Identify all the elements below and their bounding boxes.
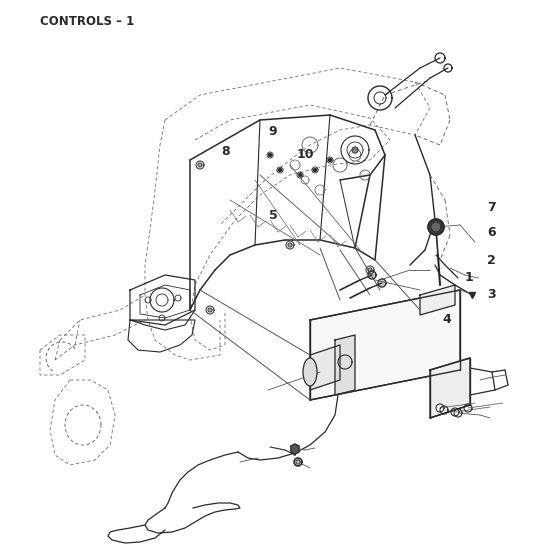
- Text: 1: 1: [465, 270, 474, 284]
- Polygon shape: [431, 222, 441, 232]
- Polygon shape: [294, 458, 302, 466]
- Text: CONTROLS – 1: CONTROLS – 1: [40, 15, 134, 28]
- Text: 4: 4: [442, 312, 451, 326]
- Polygon shape: [420, 285, 455, 315]
- Polygon shape: [464, 404, 472, 412]
- Polygon shape: [329, 158, 332, 161]
- Text: 9: 9: [269, 125, 277, 138]
- Polygon shape: [451, 408, 459, 416]
- Text: 5: 5: [269, 209, 278, 222]
- Polygon shape: [335, 335, 355, 395]
- Text: 7: 7: [487, 200, 496, 214]
- Polygon shape: [291, 444, 299, 454]
- Polygon shape: [198, 163, 202, 167]
- Text: 6: 6: [487, 226, 496, 239]
- Polygon shape: [368, 268, 372, 272]
- Polygon shape: [368, 271, 376, 279]
- Ellipse shape: [303, 358, 317, 386]
- Polygon shape: [278, 169, 282, 171]
- Polygon shape: [430, 358, 470, 418]
- Polygon shape: [208, 308, 212, 312]
- Polygon shape: [296, 460, 300, 464]
- Polygon shape: [288, 243, 292, 247]
- Polygon shape: [268, 153, 272, 156]
- Text: 2: 2: [487, 254, 496, 267]
- Text: 3: 3: [487, 287, 496, 301]
- Polygon shape: [378, 279, 386, 287]
- Polygon shape: [352, 147, 358, 153]
- Polygon shape: [436, 404, 444, 412]
- Polygon shape: [428, 219, 444, 235]
- Text: 10: 10: [297, 147, 314, 161]
- Polygon shape: [310, 345, 340, 390]
- Polygon shape: [310, 290, 460, 400]
- Polygon shape: [314, 169, 316, 171]
- Text: 8: 8: [221, 144, 230, 158]
- Polygon shape: [298, 174, 301, 176]
